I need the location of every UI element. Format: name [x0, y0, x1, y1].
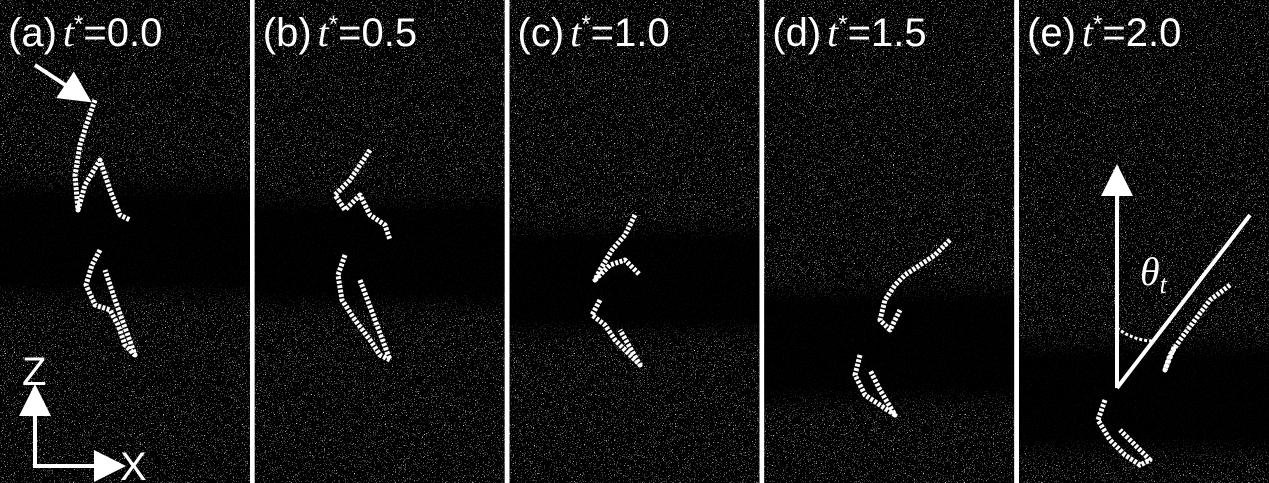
time-sup: * [1093, 11, 1102, 38]
time-sup: * [581, 11, 590, 38]
panel-label: (b)t*=0.5 [263, 10, 417, 55]
dark-band [255, 185, 505, 320]
z-label: Z [22, 350, 46, 394]
dark-band [0, 170, 250, 310]
separator [760, 0, 765, 483]
separator [250, 0, 255, 483]
panel-letter: (c) [518, 11, 565, 55]
panel: (d)t*=1.5 [764, 0, 1014, 483]
panel-letter: (d) [772, 11, 821, 55]
separator [1014, 0, 1019, 483]
time-value: =1.0 [591, 11, 670, 55]
panel: (c)t*=1.0 [510, 0, 760, 483]
panel-image [764, 0, 1014, 483]
panel-label: (d)t*=1.5 [772, 10, 926, 55]
time-sup: * [74, 11, 83, 38]
angle-sub: t [1160, 270, 1168, 299]
panel-label: (c)t*=1.0 [518, 10, 670, 55]
panel: (b)t*=0.5 [255, 0, 505, 483]
separator [505, 0, 510, 483]
panel: (a)t*=0.0 [0, 0, 250, 483]
panel-letter: (e) [1027, 11, 1076, 55]
time-value: =2.0 [1102, 11, 1181, 55]
figure: (a)t*=0.0(b)t*=0.5(c)t*=1.0(d)t*=1.5(e)t… [0, 0, 1269, 483]
dark-band [510, 215, 760, 345]
panel-label: (a)t*=0.0 [8, 10, 162, 55]
angle-symbol: θ [1140, 249, 1160, 294]
panel-image [0, 0, 250, 483]
time-sup: * [838, 11, 847, 38]
panel-label: (e)t*=2.0 [1027, 10, 1181, 55]
panel-image [510, 0, 760, 483]
x-label: X [120, 445, 147, 483]
panel-letter: (a) [8, 11, 57, 55]
time-value: =1.5 [848, 11, 927, 55]
panel-letter: (b) [263, 11, 312, 55]
time-value: =0.0 [83, 11, 162, 55]
time-sup: * [329, 11, 338, 38]
time-value: =0.5 [338, 11, 417, 55]
panel-image [255, 0, 505, 483]
